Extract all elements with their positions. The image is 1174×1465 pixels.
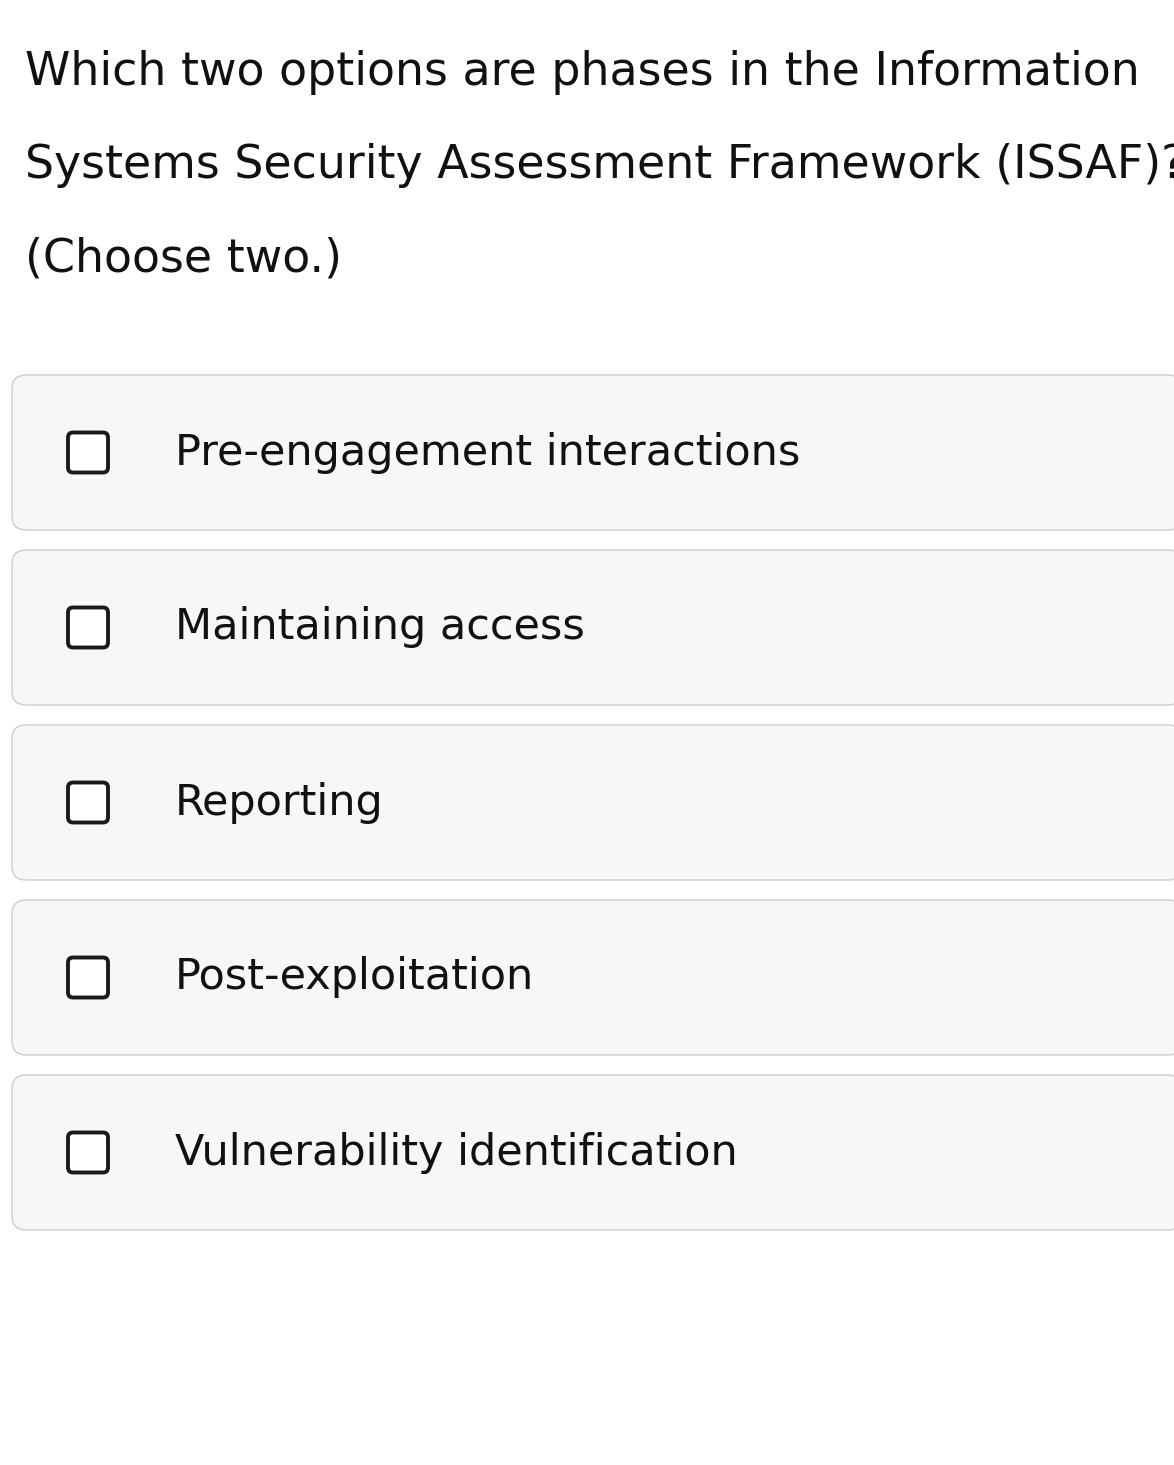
FancyBboxPatch shape — [12, 900, 1174, 1055]
Text: Maintaining access: Maintaining access — [175, 607, 585, 649]
Text: Vulnerability identification: Vulnerability identification — [175, 1131, 737, 1173]
Text: Systems Security Assessment Framework (ISSAF)?: Systems Security Assessment Framework (I… — [25, 144, 1174, 188]
FancyBboxPatch shape — [12, 725, 1174, 880]
FancyBboxPatch shape — [12, 1075, 1174, 1231]
Text: Reporting: Reporting — [175, 781, 384, 823]
FancyBboxPatch shape — [68, 1132, 108, 1172]
FancyBboxPatch shape — [68, 432, 108, 473]
Text: (Choose two.): (Choose two.) — [25, 236, 342, 281]
Text: Post-exploitation: Post-exploitation — [175, 957, 534, 999]
FancyBboxPatch shape — [12, 549, 1174, 705]
FancyBboxPatch shape — [68, 782, 108, 822]
FancyBboxPatch shape — [68, 608, 108, 648]
FancyBboxPatch shape — [12, 375, 1174, 530]
Text: Which two options are phases in the Information: Which two options are phases in the Info… — [25, 50, 1140, 95]
Text: Pre-engagement interactions: Pre-engagement interactions — [175, 432, 801, 473]
FancyBboxPatch shape — [68, 958, 108, 998]
